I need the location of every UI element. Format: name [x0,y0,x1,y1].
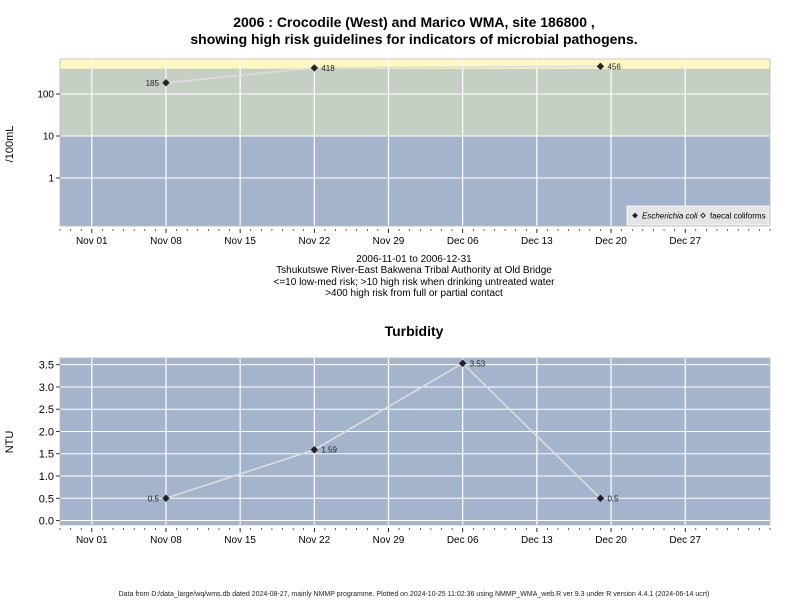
x-tick-label: Dec 06 [447,535,479,546]
y-tick-label: 1.0 [39,471,54,483]
plot-frame [59,357,771,526]
legend: Escherichia coli faecal coliforms [626,205,770,226]
drinking-risk-band [60,68,770,136]
ecoli-point [162,79,170,87]
y-tick-label: 100 [37,90,54,101]
y-tick-label: 0.5 [39,493,54,505]
microbial-plot: 1 10 100 Nov 01 Nov 08 Nov 15 Nov 22 Nov 29 Dec … [37,58,771,247]
contact-risk-band [60,59,770,69]
microbial-y-axis-label: /100mL [4,126,16,163]
turbidity-data-label: 0.5 [148,494,160,503]
turbidity-data-label: 1.59 [321,446,337,455]
x-tick-label: Dec 20 [595,236,627,247]
legend-ecoli-label: Escherichia coli [642,212,698,221]
legend-box [626,205,770,226]
x-tick-label: Dec 27 [669,535,701,546]
plot-frame [59,58,771,227]
x-tick-label: Nov 22 [298,535,330,546]
x-tick-label: Nov 15 [224,535,256,546]
turbidity-point [596,494,605,502]
y-tick-label: 2.0 [39,426,54,438]
date-range-text: 2006-11-01 to 2006-12-31 [356,254,472,265]
x-tick-label: Nov 29 [373,535,405,546]
turbidity-data-label: 3.53 [470,359,486,368]
y-tick-label: 3.5 [39,360,54,372]
x-tick-label: Dec 13 [521,535,553,546]
x-tick-label: Dec 13 [521,236,553,247]
x-tick-label: Nov 15 [224,236,256,247]
legend-ecoli-marker [632,212,638,219]
y-tick-label: 3.0 [39,382,54,394]
x-tick-label: Nov 08 [150,535,182,546]
site-description-text: Tshukutswe River-East Bakwena Tribal Aut… [276,265,552,276]
chart-title-line2: showing high risk guidelines for indicat… [190,31,637,47]
risk-guideline-text-1: <=10 low-med risk; >10 high risk when dr… [274,277,556,288]
y-tick-label: 2.5 [39,404,54,416]
plot-background [60,358,770,525]
legend-faecal-marker [700,212,706,219]
ecoli-point [310,64,319,72]
y-tick-label: 0.0 [39,516,54,528]
x-tick-label: Nov 29 [373,236,405,247]
ecoli-data-label: 456 [607,62,621,71]
ecoli-point [596,62,605,71]
turbidity-point [310,446,319,454]
chart-title-line1: 2006 : Crocodile (West) and Marico WMA, … [233,14,595,30]
turbidity-point [162,494,170,502]
x-tick-label: Dec 20 [595,535,627,546]
x-tick-label: Nov 01 [76,535,108,546]
y-tick-label: 1.5 [39,449,54,461]
x-tick-label: Dec 06 [447,236,479,247]
turbidity-line [165,362,602,500]
turbidity-point [458,359,467,368]
x-tick-label: Dec 27 [669,236,701,247]
y-tick-label: 1 [48,174,54,185]
legend-faecal-label: faecal coliforms [710,212,766,221]
y-tick-label: 10 [43,132,55,143]
turbidity-data-label: 0.5 [607,494,619,503]
footer-note: Data from D:/data_large/wq/wms.db dated … [119,591,710,598]
risk-guideline-text-2: >400 high risk from full or partial cont… [325,288,503,299]
turbidity-plot: 0.0 0.5 1.0 1.5 2.0 2.5 3.0 3.5 Nov 01 Nov 08 Nov … [39,357,771,546]
turbidity-title: Turbidity [385,323,444,339]
turbidity-y-axis-label: NTU [4,431,16,454]
ecoli-data-label: 418 [321,64,335,73]
x-tick-label: Nov 08 [150,236,182,247]
x-tick-label: Nov 22 [298,236,330,247]
ecoli-data-label: 185 [146,79,160,88]
x-tick-label: Nov 01 [76,236,108,247]
